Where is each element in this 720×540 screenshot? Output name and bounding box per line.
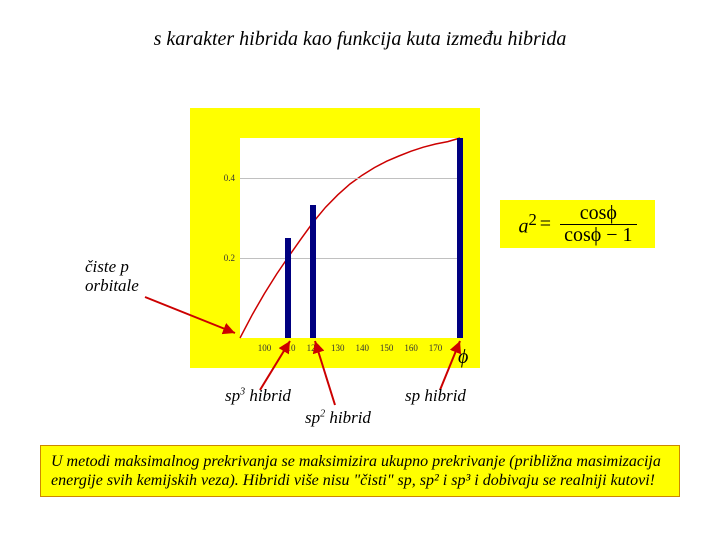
ytick-label: 0.2 xyxy=(224,253,235,263)
plot-area: 0.20.4100110120130140150160170 xyxy=(240,138,460,338)
eq-den: cosϕ − 1 xyxy=(560,224,636,246)
arrow-ciste xyxy=(140,275,250,345)
hybrid-bar xyxy=(285,238,291,338)
xtick-label: 150 xyxy=(380,343,394,353)
ciste-line2: orbitale xyxy=(85,276,139,295)
annot-sp2-suf: hibrid xyxy=(325,408,371,427)
annot-sp2: sp2 hibrid xyxy=(305,408,371,428)
ciste-p-orbitale-label: čiste p orbitale xyxy=(85,258,139,295)
equation-box: a2 = cosϕ cosϕ − 1 xyxy=(500,200,655,248)
annot-sp3-base: sp xyxy=(225,386,240,405)
curve-svg xyxy=(240,138,460,338)
eq-lhs: a2 xyxy=(518,210,536,239)
gridline xyxy=(240,258,460,259)
bottom-note: U metodi maksimalnog prekrivanja se maks… xyxy=(40,445,680,497)
hybrid-bar xyxy=(310,205,316,338)
eq-a-sup: 2 xyxy=(528,210,536,229)
page-title: s karakter hibrida kao funkcija kuta izm… xyxy=(0,28,720,51)
arrow-sp2 xyxy=(305,335,355,410)
xtick-label: 140 xyxy=(355,343,369,353)
eq-a: a xyxy=(518,215,528,237)
eq-equals: = xyxy=(540,213,551,236)
annot-sp3: sp3 hibrid xyxy=(225,386,291,406)
annot-sp3-suf: hibrid xyxy=(245,386,291,405)
eq-fraction: cosϕ cosϕ − 1 xyxy=(560,203,636,246)
ciste-line1: čiste p xyxy=(85,257,129,276)
ytick-label: 0.4 xyxy=(224,173,235,183)
gridline xyxy=(240,178,460,179)
annot-sp: sp hibrid xyxy=(405,386,466,406)
curve-line xyxy=(240,138,460,338)
hybrid-bar xyxy=(457,138,463,338)
xtick-label: 160 xyxy=(404,343,418,353)
annot-sp2-base: sp xyxy=(305,408,320,427)
eq-num: cosϕ xyxy=(576,203,621,224)
